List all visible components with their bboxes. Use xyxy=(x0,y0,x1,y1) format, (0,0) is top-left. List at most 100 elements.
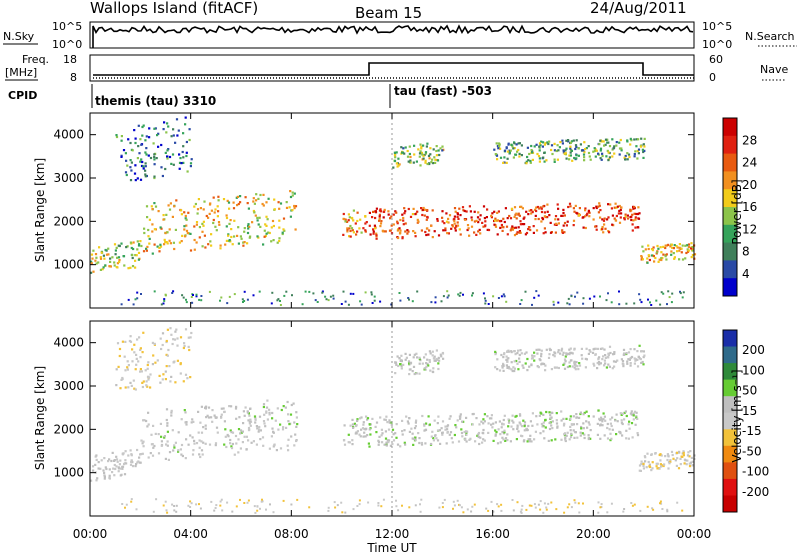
velocity-cell xyxy=(564,355,567,358)
velocity-cell xyxy=(576,423,579,426)
velocity-cell xyxy=(247,419,250,422)
velocity-cell xyxy=(237,438,240,441)
velocity-cell xyxy=(458,504,461,507)
power-cell xyxy=(332,297,335,300)
velocity-cell xyxy=(382,498,385,501)
power-cell xyxy=(350,216,353,220)
velocity-cell xyxy=(414,421,417,424)
power-cell xyxy=(134,164,137,167)
power-cell xyxy=(435,149,438,153)
velocity-cell xyxy=(259,507,261,510)
velocity-cell xyxy=(123,355,126,358)
power-cell xyxy=(210,209,213,212)
velocity-cell xyxy=(177,449,180,452)
velocity-cell xyxy=(580,425,583,429)
power-cell xyxy=(378,215,381,218)
power-cell xyxy=(569,205,572,208)
power-cell xyxy=(618,290,620,293)
power-cell xyxy=(453,217,456,221)
power-cell xyxy=(595,228,598,231)
power-cell xyxy=(163,243,166,246)
velocity-cell xyxy=(362,423,365,426)
power-cell xyxy=(549,221,552,224)
velocity-cell xyxy=(529,420,532,423)
velocity-cell xyxy=(502,364,505,367)
power-cell xyxy=(387,213,390,216)
velocity-cell xyxy=(636,350,639,353)
velocity-cell xyxy=(216,431,219,434)
velocity-cell xyxy=(170,375,173,378)
power-cell xyxy=(204,246,207,249)
velocity-cell xyxy=(432,367,435,370)
velocity-cell xyxy=(334,506,337,509)
power-cell xyxy=(354,222,357,225)
power-cell xyxy=(519,223,522,226)
velocity-cell xyxy=(623,418,626,421)
velocity-cell xyxy=(391,428,395,431)
velocity-cell xyxy=(629,348,632,351)
velocity-cell xyxy=(650,453,653,456)
nave-tick-bottom: 0 xyxy=(709,71,716,84)
velocity-cell xyxy=(296,423,299,426)
x-tick-label: 08:00 xyxy=(274,527,309,541)
power-cell xyxy=(150,205,153,208)
power-cell xyxy=(348,227,351,230)
velocity-cell xyxy=(507,425,510,428)
power-cell xyxy=(628,155,631,159)
power-cell xyxy=(180,162,183,165)
velocity-cell xyxy=(439,353,442,356)
velocity-cell xyxy=(584,366,587,369)
velocity-cell xyxy=(688,462,691,465)
power-cell xyxy=(578,207,581,210)
velocity-cell xyxy=(474,440,477,443)
velocity-cell xyxy=(501,365,504,368)
velocity-cell xyxy=(145,384,148,387)
power-cell xyxy=(362,227,365,230)
velocity-cell xyxy=(400,367,403,370)
velocity-cell xyxy=(459,413,462,416)
power-cell xyxy=(393,159,397,163)
power-cell xyxy=(259,225,262,228)
velocity-cell xyxy=(589,437,592,440)
power-cell xyxy=(414,231,417,234)
velocity-cell xyxy=(292,402,295,405)
power-cell xyxy=(138,243,141,246)
velocity-cell xyxy=(664,455,667,458)
power-cell xyxy=(102,266,105,269)
velocity-cell xyxy=(131,360,134,363)
velocity-cell xyxy=(121,465,125,468)
velocity-cell xyxy=(191,418,194,421)
velocity-cell xyxy=(166,328,169,331)
power-cell xyxy=(134,266,137,269)
velocity-cell xyxy=(604,354,607,357)
power-cell xyxy=(582,153,586,156)
velocity-cell xyxy=(239,429,243,432)
power-cell xyxy=(447,232,450,235)
velocity-cell xyxy=(569,351,572,354)
power-cell xyxy=(671,292,674,295)
power-cell xyxy=(129,159,132,162)
velocity-cell xyxy=(513,369,516,373)
velocity-cell xyxy=(496,503,499,506)
power-cell xyxy=(502,293,505,296)
power-cell xyxy=(101,268,104,271)
velocity-cell xyxy=(126,368,129,371)
velocity-cell xyxy=(256,505,259,508)
velocity-cell xyxy=(419,503,421,506)
velocity-cell xyxy=(535,415,538,418)
velocity-cell xyxy=(250,441,253,444)
power-cell xyxy=(517,142,520,145)
velocity-cell xyxy=(542,413,545,416)
power-cell xyxy=(653,260,656,263)
power-cell xyxy=(661,256,664,260)
power-cell xyxy=(568,303,571,306)
velocity-cell xyxy=(585,410,588,413)
velocity-cell xyxy=(613,351,616,354)
power-cell xyxy=(511,225,514,228)
power-cell xyxy=(185,229,189,232)
power-cell xyxy=(431,162,435,165)
power-cell xyxy=(195,293,198,296)
velocity-cell xyxy=(208,443,212,446)
velocity-cell xyxy=(682,451,685,455)
power-cell xyxy=(557,222,560,225)
